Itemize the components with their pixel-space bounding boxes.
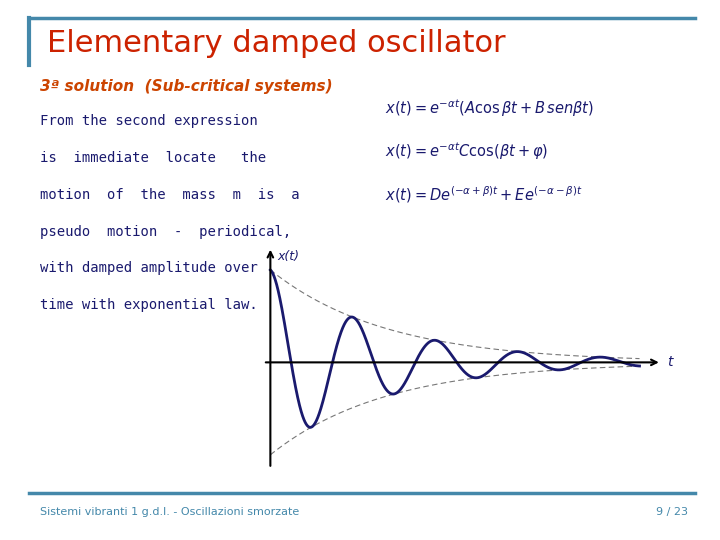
Text: is  immediate  locate   the: is immediate locate the — [40, 151, 266, 165]
Text: motion  of  the  mass  m  is  a: motion of the mass m is a — [40, 188, 300, 202]
Text: $x(t) = De^{(-\alpha+\beta)t} + Ee^{(-\alpha-\beta)t}$: $x(t) = De^{(-\alpha+\beta)t} + Ee^{(-\a… — [385, 184, 583, 205]
Text: t: t — [667, 355, 672, 369]
Text: Elementary damped oscillator: Elementary damped oscillator — [47, 29, 505, 58]
Text: Sistemi vibranti 1 g.d.l. - Oscillazioni smorzate: Sistemi vibranti 1 g.d.l. - Oscillazioni… — [40, 507, 299, 517]
Text: 9 / 23: 9 / 23 — [656, 507, 688, 517]
Text: time with exponential law.: time with exponential law. — [40, 298, 257, 312]
Text: $x(t) = e^{-\alpha t}\left(A\cos\beta t + B\,sen\beta t\right)$: $x(t) = e^{-\alpha t}\left(A\cos\beta t … — [385, 97, 594, 119]
Text: From the second expression: From the second expression — [40, 114, 257, 129]
Text: 3ª solution  (Sub-critical systems): 3ª solution (Sub-critical systems) — [40, 79, 332, 94]
Text: with damped amplitude over: with damped amplitude over — [40, 261, 257, 275]
Text: pseudo  motion  -  periodical,: pseudo motion - periodical, — [40, 225, 291, 239]
Text: x(t): x(t) — [277, 251, 299, 264]
Text: $x(t) = e^{-\alpha t}C\cos(\beta t + \varphi)$: $x(t) = e^{-\alpha t}C\cos(\beta t + \va… — [385, 140, 549, 162]
